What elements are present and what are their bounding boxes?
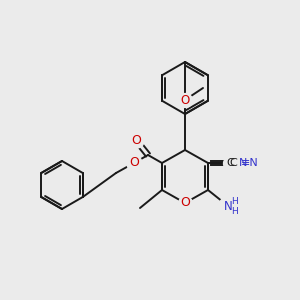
Text: H: H (232, 206, 238, 215)
Text: C: C (229, 158, 237, 168)
Text: H: H (232, 196, 238, 206)
Text: O: O (131, 134, 141, 146)
Text: O: O (129, 157, 139, 169)
Text: O: O (180, 196, 190, 209)
Text: C: C (226, 158, 234, 168)
Text: N: N (224, 200, 232, 212)
Text: ≡N: ≡N (241, 158, 259, 168)
Text: O: O (180, 94, 190, 106)
Text: N: N (239, 158, 247, 168)
